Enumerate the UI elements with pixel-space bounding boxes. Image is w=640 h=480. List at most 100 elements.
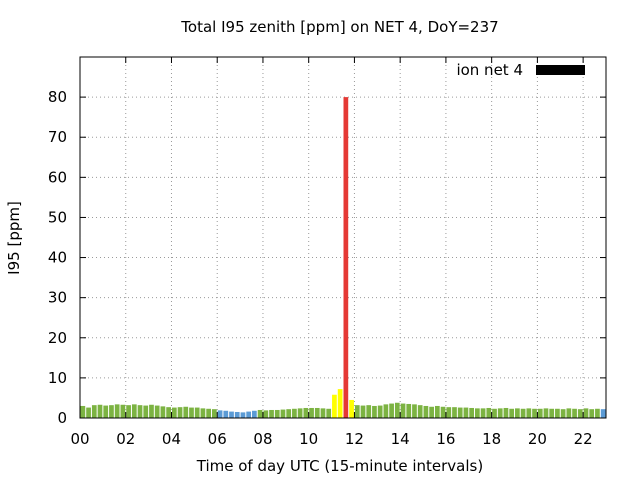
x-tick-label: 22 [574,430,593,448]
bar [434,405,440,418]
bar [383,404,389,418]
y-tick-label: 70 [48,128,67,146]
y-tick-label: 50 [48,208,67,226]
x-tick-label: 04 [162,430,181,448]
bar [515,408,520,418]
bar [80,405,86,418]
bar [166,407,171,418]
bar [86,407,91,418]
x-tick-label: 12 [345,430,364,448]
y-tick-label: 30 [48,289,67,307]
bar [520,408,526,418]
bar [566,408,572,418]
bar [326,408,332,418]
x-tick-label: 00 [70,430,89,448]
bar [120,404,126,418]
bar [412,404,417,418]
x-tick-label: 02 [116,430,135,448]
bar [417,405,423,418]
bar [589,409,595,418]
bars [80,97,606,418]
x-tick-label: 16 [436,430,455,448]
bar [309,407,314,418]
bar [497,408,503,418]
bar [332,394,337,418]
bar [577,409,583,418]
grid-lines [80,57,606,418]
bar [532,408,537,418]
bar [114,404,120,418]
y-tick-label: 0 [57,409,67,427]
bar [154,405,160,418]
legend-swatch [536,65,585,75]
bar [400,403,406,418]
y-axis-label: I95 [ppm] [5,201,23,275]
bar [206,408,211,418]
y-tick-label: 80 [48,88,67,106]
x-tick-label: 18 [482,430,501,448]
x-tick-label: 06 [208,430,227,448]
bar [457,407,463,418]
bar [486,407,492,418]
bar [492,408,497,418]
legend-label: ion net 4 [456,61,523,79]
bar [286,409,292,418]
bar [263,410,269,418]
bar [280,409,286,418]
bar [217,410,223,418]
bar [475,408,480,418]
bar [595,408,600,418]
y-tick-label: 10 [48,369,67,387]
bar [234,411,240,418]
bar [177,407,183,418]
bar [91,405,97,418]
bar [583,408,589,418]
bar [377,405,383,418]
ticks: 0 10 20 30 40 50 60 70 80 00 02 04 06 08 10 12 14 16 18 20 2… [48,57,606,448]
bar [537,408,543,418]
bar [394,402,400,418]
bar [97,404,103,418]
bar [446,407,452,418]
bar [360,405,366,418]
x-tick-label: 14 [391,430,410,448]
bar [303,407,309,418]
bar [109,405,114,418]
x-tick-label: 10 [299,430,318,448]
bar [463,407,469,418]
x-axis-label: Time of day UTC (15-minute intervals) [196,457,483,475]
bar [183,406,189,418]
bar [452,407,457,418]
bar [269,409,274,418]
legend: ion net 4 [456,61,585,79]
y-tick-label: 40 [48,249,67,267]
bar [343,97,349,418]
bar [103,405,109,418]
bar [349,399,354,418]
bar [257,409,263,418]
bar [160,406,166,418]
chart-title: Total I95 zenith [ppm] on NET 4, DoY=237 [180,18,498,36]
bar [194,407,200,418]
bar [366,405,372,418]
bar [337,389,343,418]
bar [372,405,377,418]
bar [469,407,474,418]
bar [200,408,206,418]
bar [223,410,229,418]
x-tick-label: 08 [253,430,272,448]
bar [189,407,194,418]
bar [572,408,577,418]
bar [320,408,326,418]
bar [292,408,297,418]
bar [480,408,486,418]
bar [314,407,320,418]
bar [274,409,280,418]
bar [354,405,360,418]
bar [509,408,515,418]
bar [440,406,446,418]
bar [406,403,412,418]
bar [297,408,303,418]
bar [126,405,131,418]
